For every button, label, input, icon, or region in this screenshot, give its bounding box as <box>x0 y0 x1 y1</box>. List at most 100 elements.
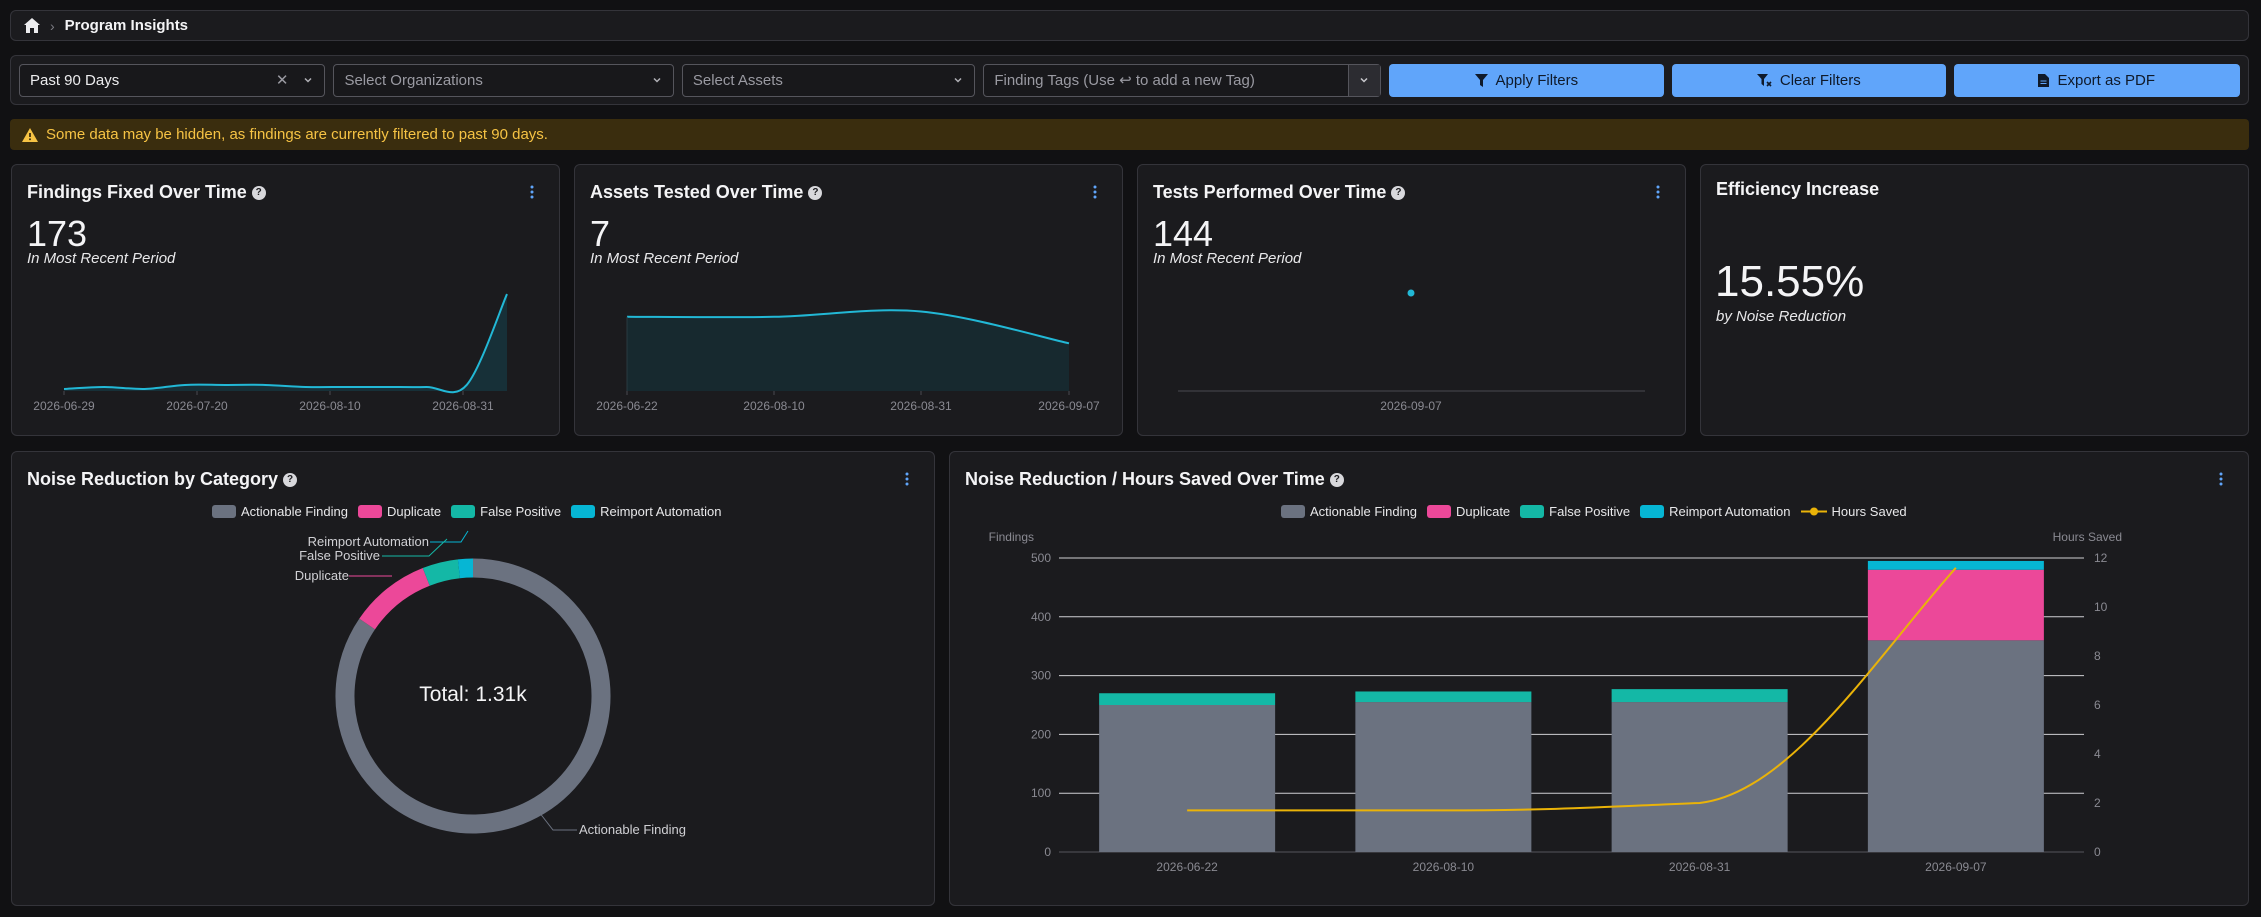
y-right-tick-label: 0 <box>2094 845 2101 859</box>
x-tick-label: 2026-08-10 <box>299 399 361 413</box>
x-tick-label: 2026-08-10 <box>1413 860 1475 874</box>
noise-category-legend: Actionable Finding Duplicate False Posit… <box>212 504 722 519</box>
export-pdf-button[interactable]: Export as PDF <box>1953 63 2240 97</box>
bar-actionable <box>1355 702 1532 852</box>
warning-text: Some data may be hidden, as findings are… <box>46 126 548 143</box>
x-tick-label: 2026-08-31 <box>890 399 952 413</box>
legend-label: False Positive <box>480 504 562 519</box>
home-icon[interactable] <box>24 18 40 33</box>
help-icon[interactable]: ? <box>283 472 298 487</box>
noise-category-card: Noise Reduction by Category ? Actionable… <box>11 451 935 906</box>
tags-dropdown-button[interactable] <box>1347 64 1380 96</box>
organizations-placeholder: Select Organizations <box>344 71 483 89</box>
findings-fixed-card: Findings Fixed Over Time ? 173 In Most R… <box>11 164 560 436</box>
legend-item-duplicate[interactable]: Duplicate <box>357 504 442 519</box>
y-left-tick-label: 500 <box>1031 551 1051 565</box>
assets-placeholder: Select Assets <box>692 71 783 89</box>
legend-label: Duplicate <box>1455 504 1511 519</box>
period-select-value: Past 90 Days <box>30 71 120 89</box>
bar-actionable <box>1611 702 1788 852</box>
tests-performed-value: 144 <box>1153 213 1214 254</box>
bar-actionable <box>1867 640 2044 852</box>
label-leader <box>382 538 448 557</box>
more-options-icon[interactable] <box>905 472 909 486</box>
bar-duplicate <box>1867 569 2044 641</box>
warning-icon <box>22 127 38 142</box>
chevron-right-icon: › <box>50 17 55 34</box>
legend-item-actionable[interactable]: Actionable Finding <box>1281 504 1417 519</box>
x-tick-label: 2026-06-22 <box>1156 860 1218 874</box>
legend-item-false-positive[interactable]: False Positive <box>1520 504 1630 519</box>
efficiency-value: 15.55% <box>1715 257 1865 306</box>
legend-item-duplicate[interactable]: Duplicate <box>1426 504 1511 519</box>
efficiency-title: Efficiency Increase <box>1716 179 1880 199</box>
help-icon[interactable]: ? <box>1329 472 1344 487</box>
slice-label-reimport: Reimport Automation <box>308 534 429 549</box>
apply-filters-label: Apply Filters <box>1495 71 1579 89</box>
file-icon <box>2038 73 2050 87</box>
more-options-icon[interactable] <box>1093 185 1097 199</box>
assets-select[interactable]: Select Assets <box>681 63 976 97</box>
legend-item-false-positive[interactable]: False Positive <box>451 504 561 519</box>
period-select[interactable]: Past 90 Days ✕ <box>19 63 326 97</box>
tests-performed-subtitle: In Most Recent Period <box>1153 250 1302 267</box>
bar-actionable <box>1099 705 1276 852</box>
clear-icon[interactable]: ✕ <box>275 72 289 89</box>
filter-clear-icon <box>1756 73 1772 87</box>
label-leader <box>430 530 469 543</box>
bar-false-positive <box>1611 689 1788 703</box>
more-options-icon[interactable] <box>530 185 534 199</box>
chevron-down-icon <box>954 77 962 83</box>
x-tick-label: 2026-08-31 <box>432 399 494 413</box>
noise-hours-chart: Findings Hours Saved 5004003002001000121… <box>989 530 2122 874</box>
assets-tested-subtitle: In Most Recent Period <box>590 250 739 267</box>
bar-reimport <box>1867 560 2044 570</box>
assets-tested-chart: 2026-06-22 2026-08-10 2026-08-31 2026-09-07 <box>596 309 1100 413</box>
slice-actionable <box>335 558 611 834</box>
clear-filters-button[interactable]: Clear Filters <box>1672 63 1946 97</box>
x-tick-label: 2026-08-10 <box>743 399 805 413</box>
help-icon[interactable]: ? <box>251 185 266 200</box>
y-right-tick-label: 10 <box>2094 600 2108 614</box>
legend-item-hours-saved[interactable]: Hours Saved <box>1800 504 1907 519</box>
tags-input[interactable]: Finding Tags (Use ↩ to add a new Tag) <box>983 63 1381 97</box>
slice-label-duplicate: Duplicate <box>295 568 349 583</box>
tests-performed-title-row: Tests Performed Over Time ? <box>1153 182 1406 203</box>
findings-fixed-subtitle: In Most Recent Period <box>27 250 176 267</box>
area-fill <box>64 294 507 393</box>
legend-label: Reimport Automation <box>1669 504 1791 519</box>
legend-label: Duplicate <box>386 504 442 519</box>
legend-item-actionable[interactable]: Actionable Finding <box>212 504 348 519</box>
x-tick-label: 2026-08-31 <box>1669 860 1731 874</box>
organizations-select[interactable]: Select Organizations <box>333 63 674 97</box>
x-tick-label: 2026-06-22 <box>596 399 658 413</box>
apply-filters-button[interactable]: Apply Filters <box>1388 63 1665 97</box>
assets-tested-title: Assets Tested Over Time <box>590 182 804 202</box>
y-right-tick-label: 12 <box>2094 551 2108 565</box>
y-right-tick-label: 4 <box>2094 747 2101 761</box>
legend-item-reimport[interactable]: Reimport Automation <box>1640 504 1791 519</box>
chevron-down-icon <box>1360 77 1368 83</box>
findings-fixed-title: Findings Fixed Over Time <box>27 182 247 202</box>
series-line <box>626 309 1070 345</box>
y-right-tick-label: 8 <box>2094 649 2101 663</box>
more-options-icon[interactable] <box>1656 185 1660 199</box>
help-icon[interactable]: ? <box>808 185 823 200</box>
help-icon[interactable]: ? <box>1391 185 1406 200</box>
filter-icon <box>1474 73 1488 87</box>
legend-label: False Positive <box>1549 504 1631 519</box>
y-left-tick-label: 200 <box>1031 727 1051 741</box>
y-left-axis-title: Findings <box>989 530 1034 544</box>
legend-item-reimport[interactable]: Reimport Automation <box>571 504 722 519</box>
filter-warning-banner: Some data may be hidden, as findings are… <box>10 119 2249 150</box>
findings-fixed-value: 173 <box>27 213 88 254</box>
noise-hours-legend: Actionable Finding Duplicate False Posit… <box>1281 504 1907 519</box>
clear-filters-label: Clear Filters <box>1779 71 1861 89</box>
legend-swatch <box>1520 505 1545 518</box>
y-right-tick-label: 6 <box>2094 698 2101 712</box>
findings-fixed-chart: 2026-06-29 2026-07-20 2026-08-10 2026-08-31 <box>33 293 508 413</box>
noise-category-title: Noise Reduction by Category <box>27 469 279 489</box>
y-left-tick-label: 300 <box>1031 669 1051 683</box>
line-swatch <box>1800 507 1827 516</box>
more-options-icon[interactable] <box>2219 472 2223 486</box>
